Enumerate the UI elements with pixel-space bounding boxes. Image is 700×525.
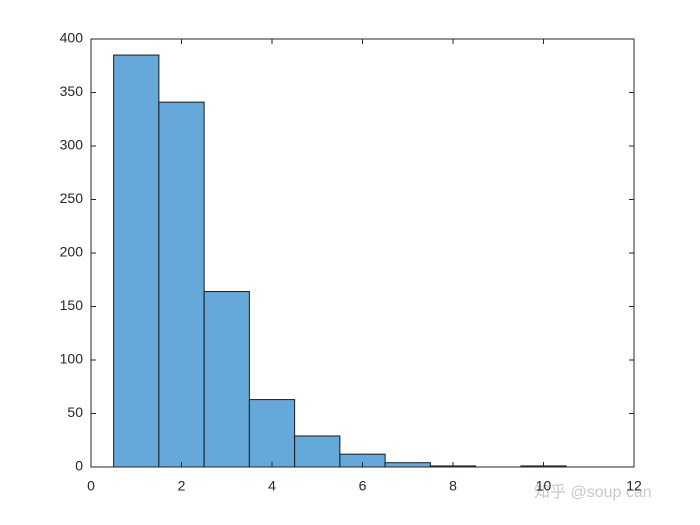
y-tick-label: 200 xyxy=(60,244,84,260)
bar xyxy=(384,462,431,468)
bar xyxy=(294,435,341,468)
bar xyxy=(248,399,296,468)
bar xyxy=(113,54,160,468)
x-tick-label: 6 xyxy=(359,478,367,494)
y-tick-label: 350 xyxy=(60,83,84,99)
x-tick-label: 2 xyxy=(178,478,186,494)
y-tick-label: 250 xyxy=(60,190,84,206)
x-tick-label: 8 xyxy=(449,478,457,494)
y-tick-label: 400 xyxy=(60,30,84,46)
x-tick-label: 12 xyxy=(626,478,642,494)
x-tick-label: 4 xyxy=(268,478,276,494)
bar xyxy=(203,291,250,468)
x-tick-label: 10 xyxy=(536,478,552,494)
x-tick-label: 0 xyxy=(87,478,95,494)
y-tick-label: 150 xyxy=(60,297,84,313)
bar xyxy=(158,101,205,468)
plot-area xyxy=(113,54,567,468)
y-tick-label: 300 xyxy=(60,137,84,153)
y-tick-label: 50 xyxy=(67,404,83,420)
y-tick-label: 100 xyxy=(60,351,84,367)
watermark: 知乎 @soup can xyxy=(534,483,652,501)
y-tick-label: 0 xyxy=(75,458,83,474)
